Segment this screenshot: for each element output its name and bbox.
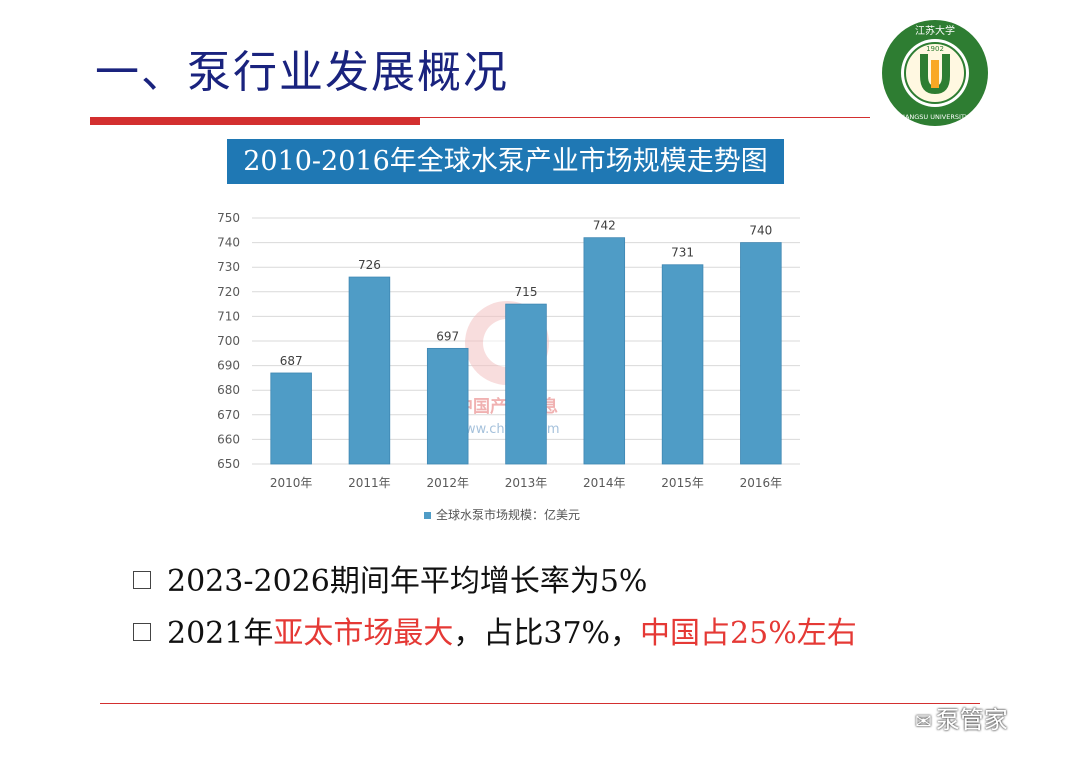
data-label: 726 [358,258,381,272]
x-tick-label: 2011年 [348,476,391,490]
y-tick-label: 660 [217,432,240,446]
bar [270,372,312,465]
bullet-2-part-4: 中国占25%左右 [640,616,857,651]
chart-svg: 中国产业信息 www.chyxx.com 6877266977157427317… [217,211,800,522]
x-tick-label: 2010年 [270,476,313,490]
y-tick-label: 720 [217,285,240,299]
bar-chart: 中国产业信息 www.chyxx.com 6877266977157427317… [210,198,810,538]
data-label: 742 [593,219,616,233]
y-tick-label: 710 [217,309,240,323]
bullet-2-part-3: ，占比37%， [453,616,641,651]
slide-title: 一、泵行业发展概况 [95,47,509,98]
bar [348,276,391,465]
bar [740,242,782,465]
bullet-1-text: 2023-2026期间年平均增长率为5% [167,564,648,599]
bar [505,303,547,465]
data-label: 697 [436,329,459,343]
bullet-2: 2021年亚太市场最大，占比37%，中国占25%左右 [133,608,857,652]
university-logo: 1902 江苏大学 JIANGSU UNIVERSITY [882,20,988,126]
logo-bottom-text: JIANGSU UNIVERSITY [900,113,969,121]
legend: 全球水泵市场规模：亿美元 [424,507,580,522]
checkbox-icon [133,623,151,641]
x-tick-label: 2013年 [505,476,548,490]
x-tick-labels: 2010年 2011年 2012年 2013年 2014年 2015年 2016年 [270,476,782,490]
checkbox-icon [133,571,151,589]
chart-title: 2010-2016年全球水泵产业市场规模走势图 [227,139,784,184]
bars [270,237,782,465]
title-underline-thick [90,117,420,125]
y-tick-label: 670 [217,408,240,422]
bar [426,347,469,465]
x-tick-label: 2016年 [740,476,783,490]
bullet-2-part-1: 2021年 [167,616,274,651]
y-tick-label: 690 [217,359,240,373]
y-tick-label: 740 [217,236,240,250]
title-underline-thin [420,117,870,118]
data-label: 687 [280,354,303,368]
data-label: 740 [749,224,772,238]
bar [583,237,626,465]
bullet-1: 2023-2026期间年平均增长率为5% [133,556,647,600]
bullet-2-part-2: 亚太市场最大 [273,616,454,651]
wechat-icon: ✉ [915,709,932,733]
data-label: 731 [671,246,694,260]
y-tick-label: 680 [217,383,240,397]
watermark-text: 泵管家 [935,706,1008,734]
y-tick-label: 730 [217,260,240,274]
watermark: ✉ 泵管家 [915,700,1008,735]
y-tick-label: 750 [217,211,240,225]
y-tick-label: 700 [217,334,240,348]
x-tick-label: 2014年 [583,476,626,490]
x-tick-label: 2012年 [426,476,469,490]
y-tick-labels: 650 660 670 680 690 700 710 720 730 740 750 [217,211,240,471]
y-tick-label: 650 [217,457,240,471]
x-tick-label: 2015年 [661,476,704,490]
legend-label: 全球水泵市场规模：亿美元 [436,507,580,522]
logo-year: 1902 [926,45,944,53]
data-labels: 687 726 697 715 742 731 740 [280,219,773,368]
logo-top-text: 江苏大学 [915,24,955,37]
bar [661,264,704,465]
legend-swatch [424,512,431,519]
footer-rule [100,703,980,704]
data-label: 715 [515,285,538,299]
